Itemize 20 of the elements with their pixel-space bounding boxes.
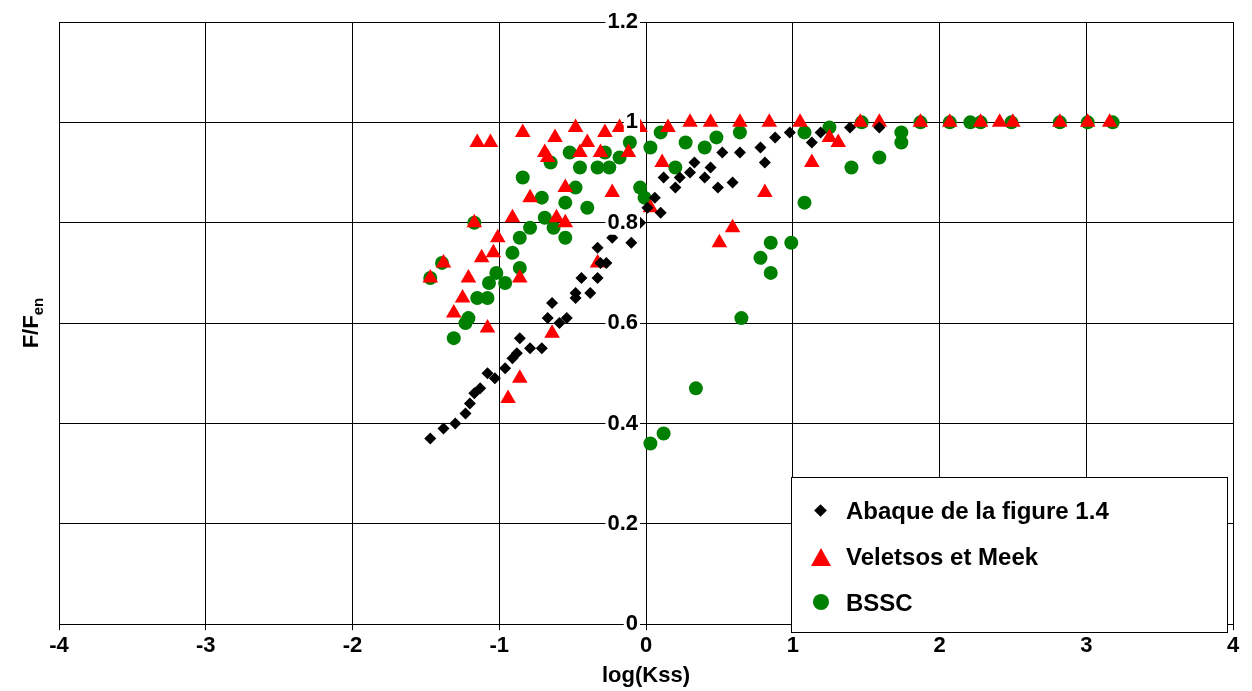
legend-label: BSSC	[846, 589, 913, 618]
y-axis-title: F/Fen	[18, 297, 46, 349]
y-tick-label: 0	[625, 610, 638, 636]
y-tick-label: 1	[625, 108, 638, 134]
x-tick-label: -1	[489, 632, 510, 658]
legend-label: Abaque de la figure 1.4	[846, 497, 1109, 526]
x-axis-title: log(Kss)	[602, 661, 690, 687]
x-tick-label: 4	[1226, 632, 1240, 658]
y-tick-label: 0.8	[607, 208, 638, 234]
legend-label: Veletsos et Meek	[846, 543, 1039, 572]
x-tick-label: -3	[195, 632, 216, 658]
x-tick-label: 3	[1080, 632, 1093, 658]
x-tick-label: -4	[49, 632, 70, 658]
x-tick-label: -2	[342, 632, 363, 658]
y-tick-label: 0.4	[607, 409, 639, 435]
y-tick-label: 1.2	[607, 8, 638, 34]
y-tick-label: 0.2	[607, 509, 638, 535]
x-tick-label: 1	[786, 632, 799, 658]
x-tick-label: 2	[933, 632, 946, 658]
y-tick-label: 0.6	[607, 309, 638, 335]
